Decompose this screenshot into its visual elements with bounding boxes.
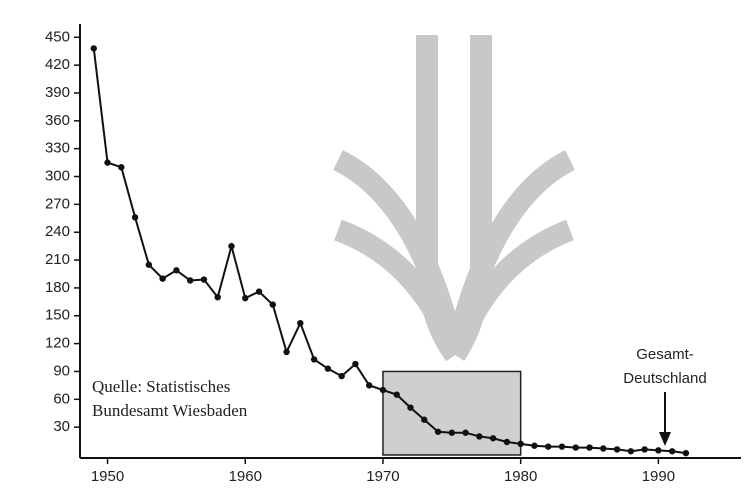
highlight-box bbox=[383, 371, 521, 455]
y-tick-label: 420 bbox=[45, 56, 70, 73]
data-point bbox=[311, 356, 317, 362]
data-point bbox=[242, 295, 248, 301]
data-point bbox=[586, 444, 592, 450]
data-point bbox=[146, 262, 152, 268]
callout: Deutschland bbox=[623, 370, 706, 387]
data-point bbox=[435, 429, 441, 435]
y-tick-label: 180 bbox=[45, 279, 70, 296]
page: {"chart_data": {"type": "line", "x": [19… bbox=[0, 0, 747, 495]
data-point bbox=[573, 444, 579, 450]
data-point bbox=[338, 373, 344, 379]
y-tick-label: 390 bbox=[45, 84, 70, 101]
x-tick-label: 1980 bbox=[504, 468, 537, 485]
callout-arrowhead bbox=[659, 432, 671, 446]
data-point bbox=[669, 448, 675, 454]
data-point bbox=[600, 445, 606, 451]
data-point bbox=[476, 433, 482, 439]
data-point bbox=[655, 447, 661, 453]
data-point bbox=[531, 443, 537, 449]
y-tick-label: 120 bbox=[45, 335, 70, 352]
data-point bbox=[394, 391, 400, 397]
data-point bbox=[683, 450, 689, 456]
data-point bbox=[104, 159, 110, 165]
data-point bbox=[283, 349, 289, 355]
y-tick-label: 270 bbox=[45, 195, 70, 212]
y-tick-label: 240 bbox=[45, 223, 70, 240]
data-point bbox=[215, 294, 221, 300]
data-point bbox=[559, 443, 565, 449]
data-point bbox=[449, 430, 455, 436]
data-point bbox=[352, 361, 358, 367]
logo bbox=[338, 35, 570, 355]
x-tick-label: 1960 bbox=[229, 468, 262, 485]
data-point bbox=[421, 417, 427, 423]
data-point bbox=[545, 443, 551, 449]
source-note: Bundesamt Wiesbaden bbox=[92, 401, 248, 420]
y-tick-label: 450 bbox=[45, 28, 70, 45]
data-point bbox=[462, 430, 468, 436]
data-point bbox=[187, 277, 193, 283]
data-point bbox=[270, 301, 276, 307]
data-point bbox=[517, 441, 523, 447]
data-point bbox=[228, 243, 234, 249]
data-point bbox=[366, 382, 372, 388]
data-point bbox=[325, 365, 331, 371]
chart: Quelle: Statistisches Bundesamt Wiesbade… bbox=[0, 0, 747, 495]
data-point bbox=[614, 446, 620, 452]
x-tick-label: 1970 bbox=[366, 468, 399, 485]
data-point bbox=[380, 387, 386, 393]
data-point bbox=[407, 404, 413, 410]
data-point bbox=[256, 288, 262, 294]
source-note: Quelle: Statistisches bbox=[92, 377, 230, 396]
data-point bbox=[628, 448, 634, 454]
y-tick-label: 90 bbox=[53, 362, 70, 379]
y-tick-label: 60 bbox=[53, 390, 70, 407]
callout: Gesamt- bbox=[636, 346, 694, 363]
data-point bbox=[159, 275, 165, 281]
y-tick-label: 210 bbox=[45, 251, 70, 268]
data-point bbox=[132, 214, 138, 220]
data-point bbox=[91, 45, 97, 51]
x-tick-label: 1990 bbox=[642, 468, 675, 485]
data-point bbox=[201, 276, 207, 282]
data-point bbox=[504, 439, 510, 445]
y-tick-label: 300 bbox=[45, 167, 70, 184]
x-tick-label: 1950 bbox=[91, 468, 124, 485]
data-point bbox=[173, 267, 179, 273]
y-tick-label: 360 bbox=[45, 112, 70, 129]
y-tick-label: 150 bbox=[45, 307, 70, 324]
data-point bbox=[641, 446, 647, 452]
data-point bbox=[297, 320, 303, 326]
y-tick-label: 30 bbox=[53, 418, 70, 435]
data-point bbox=[490, 435, 496, 441]
y-tick-label: 330 bbox=[45, 140, 70, 157]
data-point bbox=[118, 164, 124, 170]
